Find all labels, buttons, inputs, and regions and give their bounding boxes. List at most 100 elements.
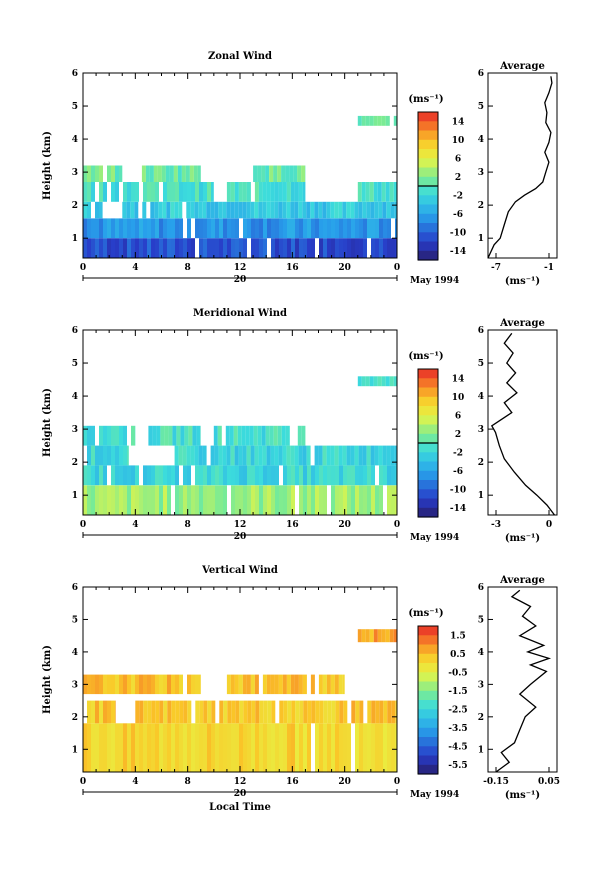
heatmap-cell (315, 700, 320, 724)
heatmap-cell (99, 465, 103, 486)
heatmap-cell (183, 700, 188, 724)
colorbar-swatch (418, 681, 438, 692)
heatmap-cell (199, 465, 203, 486)
heatmap-cell (358, 201, 363, 219)
heatmap-cell (267, 700, 272, 724)
heatmap-cell (83, 218, 87, 239)
heatmap-cell (339, 485, 343, 515)
heatmap-cell (343, 465, 347, 486)
heatmap-cell (115, 674, 119, 695)
heatmap-cell (385, 182, 390, 202)
heatmap-cell (383, 465, 387, 486)
heatmap-cell (163, 238, 167, 258)
heatmap-cell (218, 445, 223, 466)
colorbar-tick-label: 0.5 (450, 650, 466, 660)
heatmap-cell (383, 723, 387, 772)
heatmap-cell (91, 238, 95, 258)
heatmap-cell (395, 465, 397, 486)
x-tick-label: 8 (185, 777, 191, 787)
heatmap-cell (267, 218, 271, 239)
heatmap-cell (87, 445, 91, 466)
x-tick-label: 0 (394, 777, 400, 787)
profile-y-tick-label: 5 (478, 102, 484, 112)
heatmap-cell (339, 700, 344, 724)
heatmap-cell (291, 218, 295, 239)
heatmap-cell (319, 485, 323, 515)
heatmap-cell (143, 238, 147, 258)
colorbar-frame (417, 625, 439, 775)
heatmap-cell (179, 182, 183, 202)
heatmap-cell (282, 445, 287, 466)
heatmap-cell (170, 201, 175, 219)
heatmap-cell (395, 723, 397, 772)
heatmap-cell (251, 700, 256, 724)
heatmap-cell (359, 723, 363, 772)
heatmap-cell (391, 723, 395, 772)
heatmap-cell (223, 238, 227, 258)
heatmap-cell (371, 700, 376, 724)
heatmap-cell (155, 700, 160, 724)
profile-y-tick-label: 4 (478, 135, 484, 145)
heatmap-cell (301, 425, 306, 446)
heatmap-cell (187, 674, 191, 695)
colorbar-swatch (418, 396, 438, 407)
heatmap-cell (326, 445, 331, 466)
heatmap-cell (395, 218, 397, 239)
colorbar-swatch (418, 186, 438, 196)
heatmap-cell (87, 700, 91, 724)
heatmap-cell (187, 485, 191, 515)
heatmap-cell (91, 425, 95, 446)
heatmap-cell (198, 445, 203, 466)
heatmap-cells (83, 115, 398, 258)
heatmap-cell (115, 465, 119, 486)
month-label: May 1994 (410, 533, 459, 543)
heatmap-cell (299, 238, 303, 258)
heatmap-cell (87, 201, 91, 219)
heatmap-cell (103, 485, 107, 515)
heatmap-cell (95, 165, 99, 182)
heatmap-cell (330, 201, 335, 219)
heatmap-cell (334, 674, 339, 695)
heatmap-cell (99, 425, 103, 446)
colorbar-tick-label: -0.5 (448, 668, 467, 678)
heatmap-cell (255, 700, 260, 724)
heatmap-cell (386, 445, 391, 466)
heatmap-cell (186, 201, 191, 219)
heatmap-cell (274, 674, 279, 695)
heatmap-cell (330, 445, 335, 466)
colorbar-swatch (418, 663, 438, 673)
heatmap-cell (111, 445, 115, 466)
heatmap-cell (143, 465, 147, 486)
heatmap-cell (295, 238, 299, 258)
heatmap-cell (99, 674, 103, 695)
heatmap-cell (303, 485, 307, 515)
heatmap-cell (379, 485, 383, 515)
heatmap-cell (83, 723, 87, 772)
heatmap-cell (119, 425, 123, 446)
heatmap-cell (301, 165, 306, 182)
heatmap-cell (99, 238, 103, 258)
heatmap-cell (383, 700, 388, 724)
profile-y-tick-label: 3 (478, 425, 484, 435)
heatmap-cell (111, 238, 115, 258)
colorbar-swatch (418, 195, 438, 206)
heatmap-cell (103, 674, 107, 695)
heatmap-cell (307, 485, 311, 515)
heatmap-cell (195, 218, 199, 239)
heatmap-cell (343, 485, 347, 515)
heatmap-cell (279, 700, 284, 724)
heatmap-cell (183, 723, 187, 772)
heatmap-cell (350, 201, 355, 219)
colorbar-tick-label: -14 (450, 504, 466, 514)
heatmap-cell (143, 182, 147, 202)
heatmap-cell (163, 723, 167, 772)
heatmap-cell (334, 445, 339, 466)
heatmap-cell (262, 182, 267, 202)
heatmap-cell (291, 485, 295, 515)
heatmap-cell (223, 218, 227, 239)
colorbar-tick-label: -10 (450, 485, 466, 495)
heatmap-cell (99, 218, 103, 239)
x-tick-label: 0 (394, 520, 400, 530)
heatmap-cell (214, 201, 219, 219)
heatmap-cell (195, 182, 199, 202)
